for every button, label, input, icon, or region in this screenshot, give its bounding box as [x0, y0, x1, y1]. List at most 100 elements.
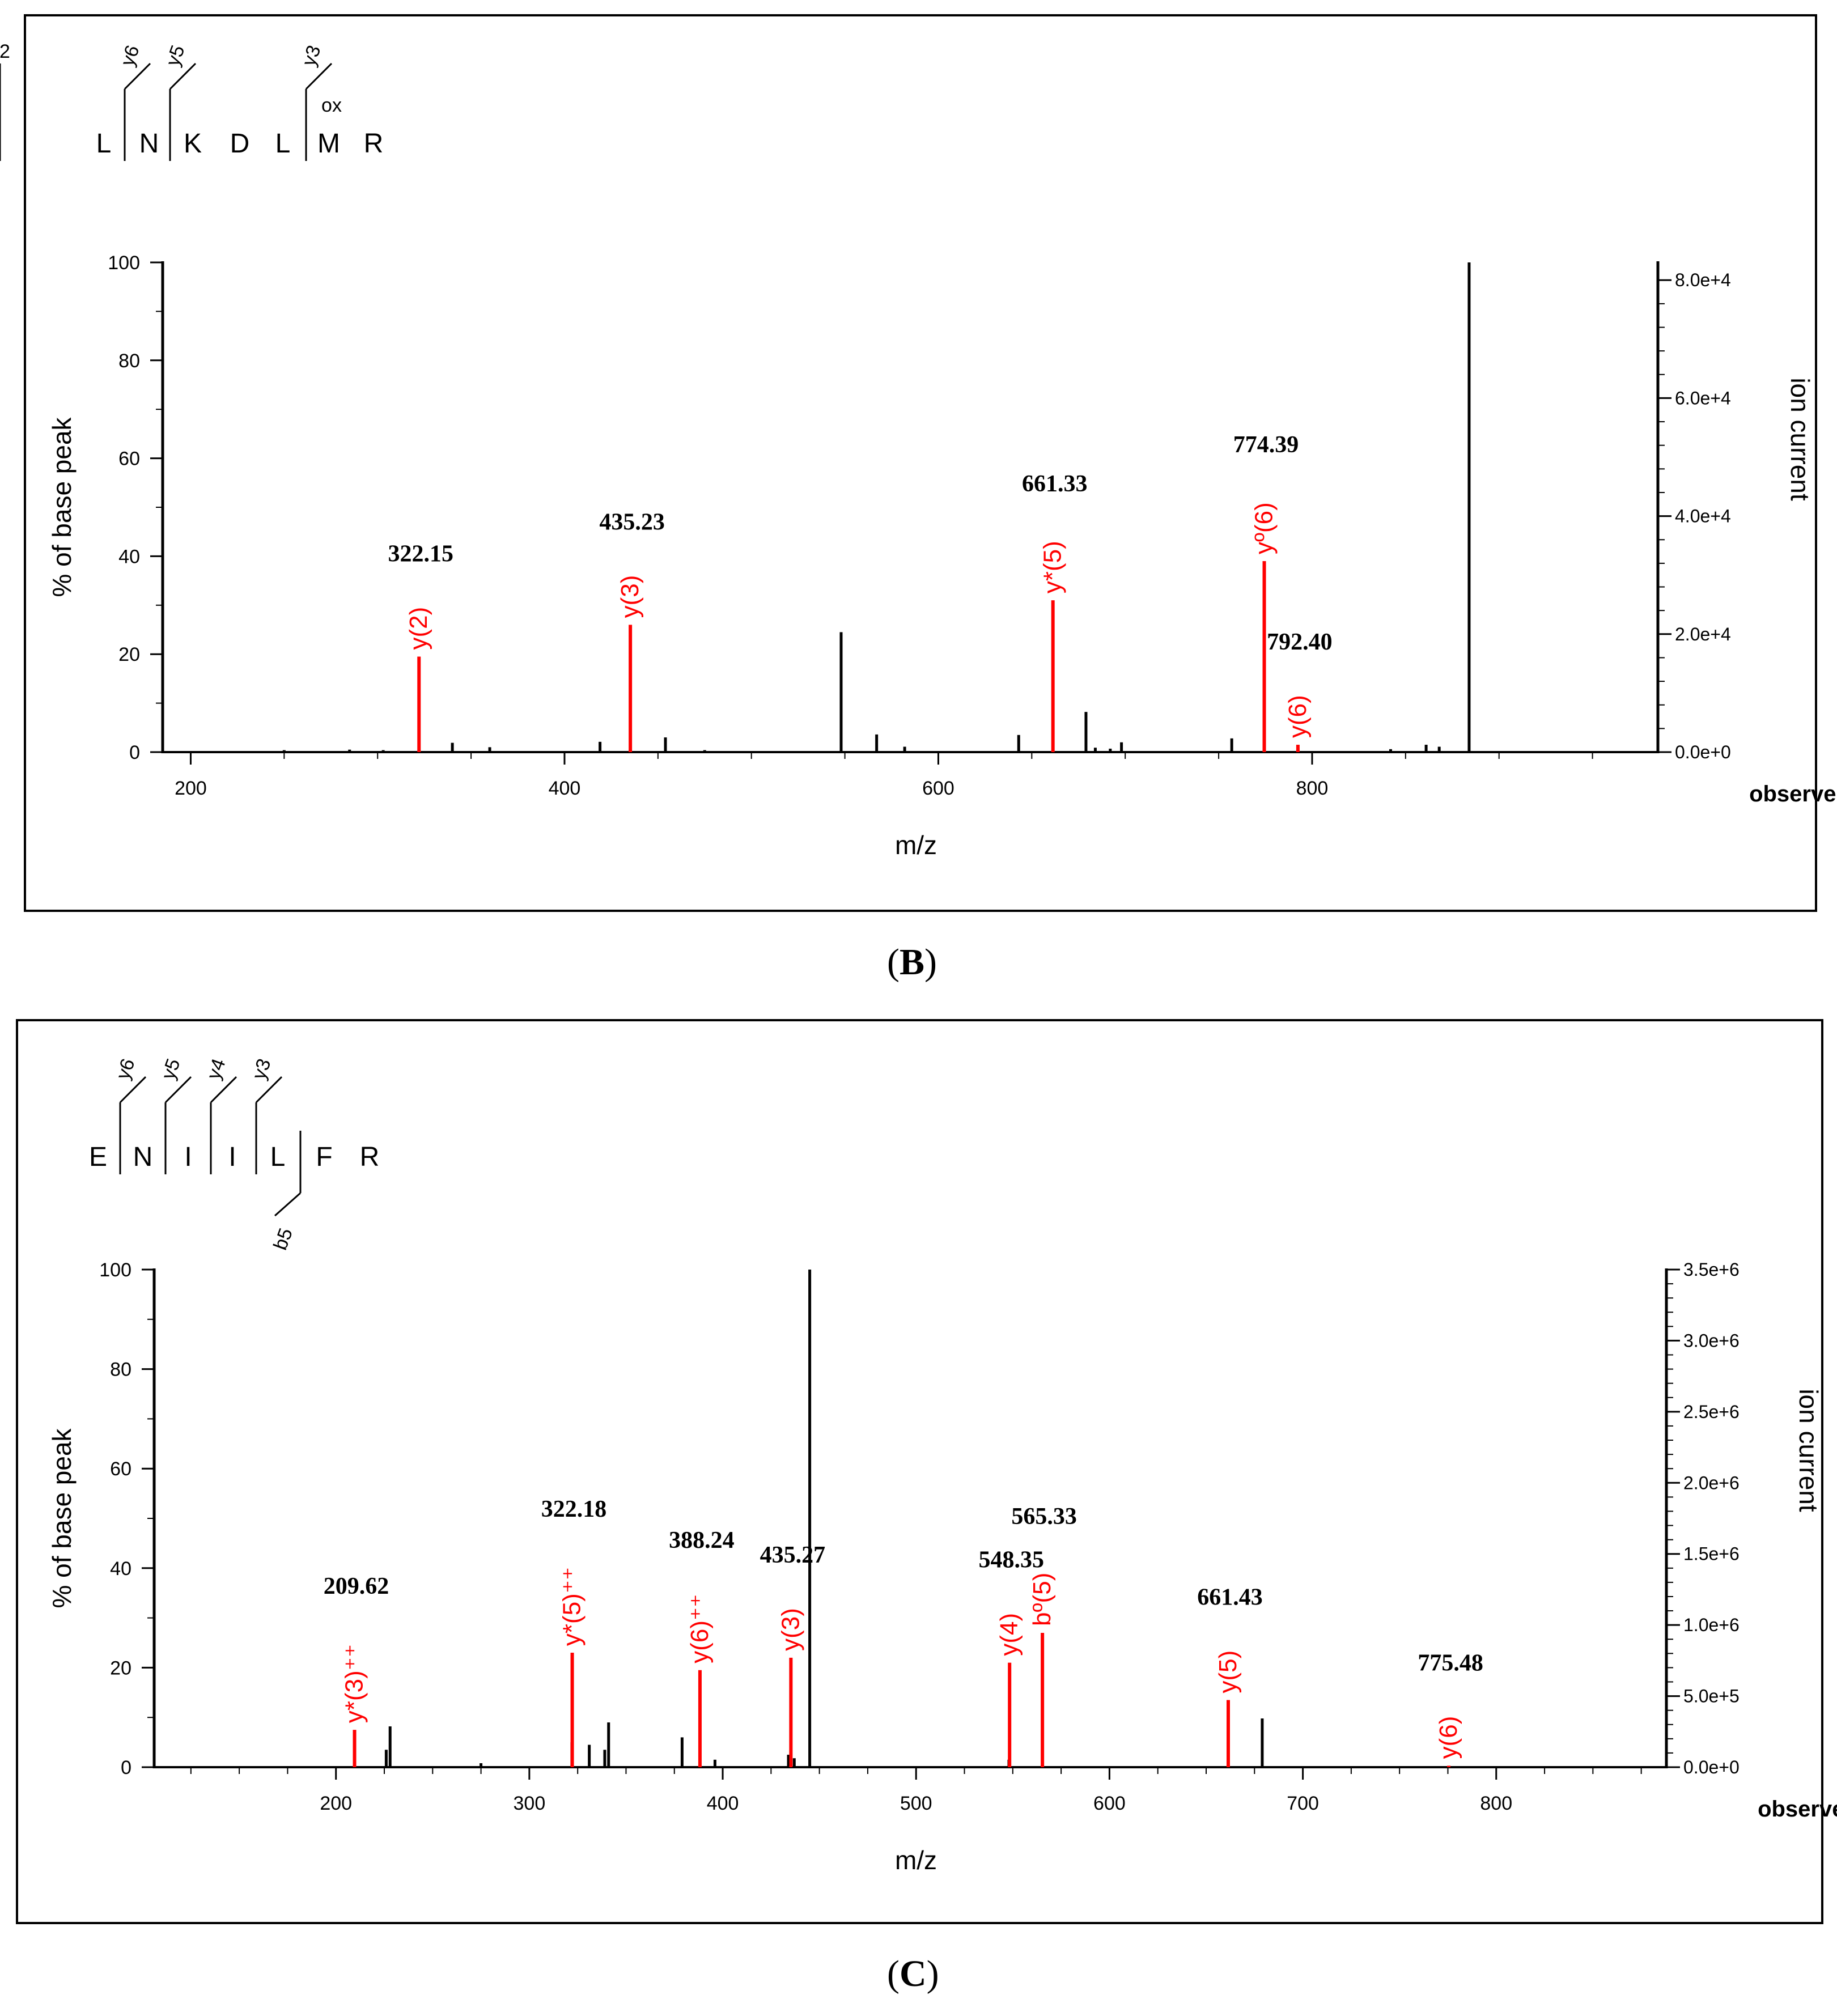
y-tick-label: 60	[118, 448, 140, 470]
mz-label: 792.40	[1267, 629, 1333, 655]
fragment-label-y4: y4	[203, 1056, 230, 1083]
y-tick-label: 100	[108, 252, 140, 274]
y-axis-title: % of base peak	[47, 1428, 77, 1608]
panel-frame	[24, 14, 1817, 912]
mz-label: 775.48	[1418, 1650, 1483, 1676]
cleavage-tick	[274, 1192, 301, 1217]
mz-label: 435.23	[599, 509, 665, 535]
cleavage-tick	[119, 1076, 147, 1104]
cleavage-tick	[255, 1076, 283, 1104]
y2-tick-label: 5.0e+5	[1683, 1686, 1740, 1707]
y2-tick-label: 3.0e+6	[1683, 1330, 1740, 1351]
fragment-label-y2: y2	[0, 41, 10, 62]
ion-label: y*(5)	[1039, 541, 1067, 593]
residue-4: L	[275, 129, 291, 159]
y2-tick-label: 0.0e+0	[1683, 1757, 1740, 1777]
peptide-sequence: E N I I L F Ry6 y5 y4 y3 b5	[89, 1056, 379, 1253]
y2-tick-label: 8.0e+4	[1675, 270, 1731, 290]
peptide-sequence: LNKDLMRoxy6y5y3y2	[0, 41, 383, 161]
y-tick-label: 20	[110, 1657, 131, 1679]
residue-2: I	[184, 1142, 192, 1172]
mz-label: 322.15	[388, 541, 454, 567]
cleavage-tick	[210, 1076, 237, 1104]
panel-caption: (B)	[887, 941, 937, 983]
residue-5: F	[316, 1142, 332, 1172]
y-tick-label: 40	[110, 1558, 131, 1580]
mz-label: 565.33	[1011, 1504, 1077, 1530]
mz-label: 661.43	[1197, 1584, 1263, 1610]
ion-label: y*(5)⁺⁺	[558, 1567, 586, 1646]
fragment-label-y5: y5	[158, 1056, 185, 1083]
residue-2: K	[184, 129, 202, 159]
cleavage-tick	[169, 62, 197, 90]
y-tick-label: 0	[129, 742, 140, 763]
x-axis-title: m/z	[895, 830, 937, 860]
y-tick-label: 0	[121, 1757, 131, 1779]
x-tick-label: 500	[900, 1793, 932, 1814]
cleavage-tick	[164, 1076, 192, 1104]
fragment-label-y6: y6	[112, 1056, 139, 1083]
mz-label: 661.33	[1022, 471, 1088, 497]
y2-tick-label: 1.5e+6	[1683, 1544, 1740, 1564]
y2-tick-label: 1.0e+6	[1683, 1615, 1740, 1635]
residue-3: D	[230, 129, 250, 159]
mz-label: 435.27	[760, 1542, 826, 1568]
y2-tick-label: 4.0e+4	[1675, 506, 1731, 527]
cleavage-tick	[305, 62, 333, 90]
y-tick-label: 100	[99, 1259, 131, 1281]
y2-tick-label: 0.0e+0	[1675, 742, 1731, 762]
mz-label: 548.35	[978, 1547, 1044, 1573]
plot-area: 0 20 40 60 80 100 % of base peak 0.0e+0 2.0e+4 4.…	[47, 252, 1837, 860]
ion-label: y*(3)⁺⁺	[341, 1644, 368, 1723]
x-tick-label: 400	[549, 778, 581, 799]
ion-label: y(2)	[405, 607, 432, 650]
plot-area: 0 20 40 60 80 100 % of base peak 0.0e+0 5.0e+5 1.…	[47, 1259, 1837, 1875]
x-axis-title: m/z	[895, 1845, 937, 1875]
y2-tick-label: 2.0e+4	[1675, 624, 1731, 644]
y2-tick-label: 3.5e+6	[1683, 1259, 1740, 1280]
observed-label: observed	[1749, 782, 1837, 807]
spectrum-chart-c: E N I I L F Ry6 y5 y4 y3 b5 0 20 40 60 80 100 % of base …	[16, 1019, 1837, 1924]
cleavage-tick	[124, 62, 151, 90]
residue-1: N	[139, 129, 159, 159]
ion-label: y(5)	[1214, 1650, 1242, 1694]
ion-label: y(6)	[1435, 1716, 1462, 1759]
x-tick-label: 300	[514, 1793, 546, 1814]
x-tick-label: 600	[1093, 1793, 1126, 1814]
ion-label: y(6)	[1284, 695, 1312, 738]
x-tick-label: 400	[707, 1793, 739, 1814]
fragment-label-y5: y5	[162, 43, 189, 69]
ion-label: y(6)⁺⁺	[686, 1594, 714, 1663]
mz-label: 209.62	[324, 1573, 389, 1599]
residue-4: L	[270, 1142, 286, 1172]
y2-axis-title: ion current	[1794, 1389, 1823, 1512]
y2-axis-title: ion current	[1785, 377, 1815, 501]
fragment-label-y6: y6	[117, 43, 144, 69]
y-tick-label: 80	[110, 1359, 131, 1381]
observed-label: observed	[1758, 1797, 1837, 1822]
panel-caption: (C)	[887, 1953, 939, 1994]
residue-3: I	[228, 1142, 236, 1172]
x-tick-label: 200	[320, 1793, 352, 1814]
x-tick-label: 800	[1480, 1793, 1512, 1814]
residue-5: M	[317, 129, 340, 159]
y-tick-label: 60	[110, 1458, 131, 1480]
fragment-label-y3: y3	[298, 43, 325, 69]
y-tick-label: 20	[118, 644, 140, 665]
x-tick-label: 700	[1287, 1793, 1319, 1814]
mz-label: 322.18	[541, 1496, 607, 1522]
x-tick-label: 200	[175, 778, 207, 799]
mz-label: 774.39	[1233, 432, 1299, 458]
y-tick-label: 80	[118, 350, 140, 372]
y2-tick-label: 2.5e+6	[1683, 1402, 1740, 1422]
ion-label: y(3)	[777, 1608, 804, 1651]
mz-label: 388.24	[669, 1527, 735, 1554]
residue-6: R	[360, 1142, 380, 1172]
oxidation-label: ox	[321, 95, 342, 116]
residue-1: N	[133, 1142, 153, 1172]
y-tick-label: 40	[118, 546, 140, 567]
panel-frame	[16, 1019, 1823, 1924]
